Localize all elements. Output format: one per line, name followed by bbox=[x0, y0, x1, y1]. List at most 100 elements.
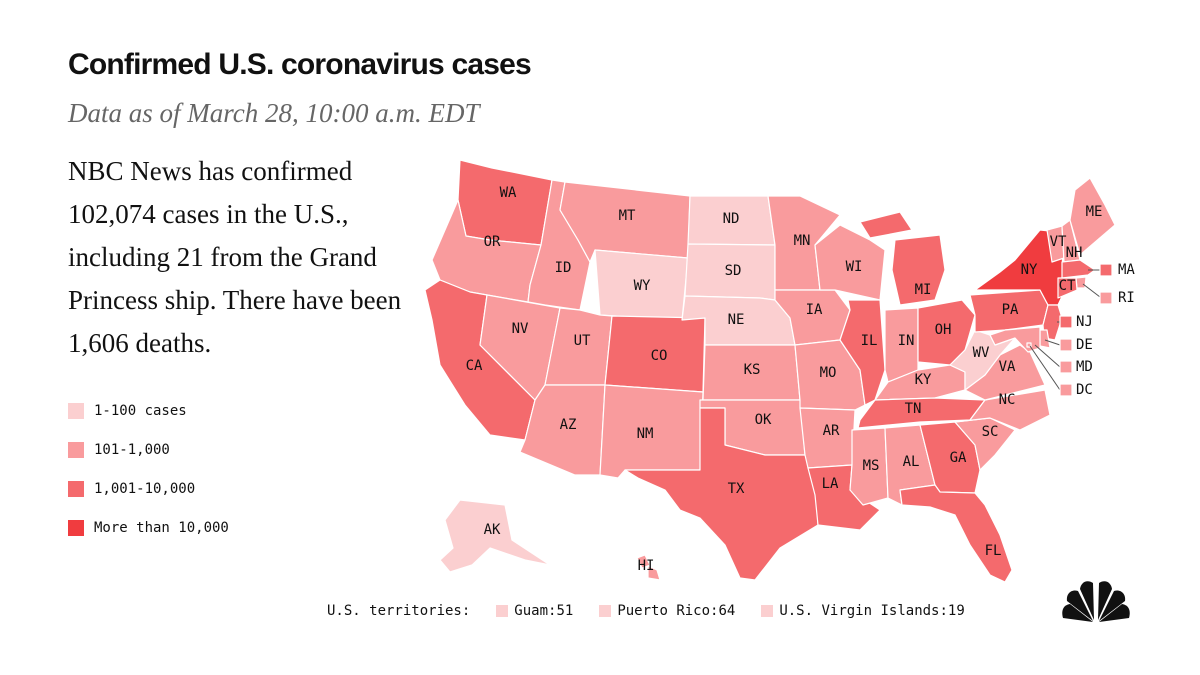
label-CO: CO bbox=[651, 348, 668, 364]
label-CT: CT bbox=[1059, 278, 1076, 294]
territory-label: Guam:51 bbox=[514, 603, 574, 619]
legend-label: More than 10,000 bbox=[94, 519, 229, 536]
territory-virgin-islands: U.S. Virgin Islands:19 bbox=[761, 603, 965, 619]
label-DE: DE bbox=[1076, 337, 1093, 353]
legend-swatch bbox=[68, 402, 84, 419]
state-FL[interactable] bbox=[899, 484, 1013, 583]
legend-label: 101-1,000 bbox=[94, 441, 170, 458]
territory-swatch bbox=[761, 605, 774, 617]
state-IL[interactable] bbox=[839, 299, 886, 406]
territories-label: U.S. territories: bbox=[327, 603, 471, 619]
state-WA[interactable] bbox=[457, 159, 553, 246]
state-CA[interactable] bbox=[424, 279, 536, 441]
legend-swatch bbox=[68, 519, 84, 536]
offmap-swatches bbox=[1059, 263, 1113, 397]
label-NH: NH bbox=[1066, 245, 1083, 261]
chart-subtitle: Data as of March 28, 10:00 a.m. EDT bbox=[68, 98, 480, 128]
territories-row: U.S. territories: Guam:51 Puerto Rico:64… bbox=[327, 603, 965, 619]
summary-text: NBC News has confirmed 102,074 cases in … bbox=[68, 156, 402, 358]
label-AZ: AZ bbox=[560, 417, 577, 433]
label-NE: NE bbox=[728, 312, 745, 328]
label-NV: NV bbox=[512, 321, 529, 337]
label-MA: MA bbox=[1118, 262, 1135, 278]
label-MO: MO bbox=[820, 365, 837, 381]
territory-swatch bbox=[496, 605, 509, 617]
label-AR: AR bbox=[823, 423, 840, 439]
swatch-NJ bbox=[1059, 315, 1073, 329]
label-HI: HI bbox=[638, 558, 655, 574]
territory-puerto-rico: Puerto Rico:64 bbox=[599, 603, 735, 619]
chart-title: Confirmed U.S. coronavirus cases bbox=[68, 48, 532, 81]
label-LA: LA bbox=[822, 476, 839, 492]
label-GA: GA bbox=[950, 450, 967, 466]
territory-label: Puerto Rico:64 bbox=[617, 603, 736, 619]
label-TX: TX bbox=[728, 481, 745, 497]
territory-label: U.S. Virgin Islands:19 bbox=[779, 603, 965, 619]
label-AL: AL bbox=[903, 454, 920, 470]
label-ND: ND bbox=[723, 211, 740, 227]
legend-item: 1-100 cases bbox=[68, 391, 229, 430]
label-WI: WI bbox=[846, 259, 863, 275]
label-OH: OH bbox=[935, 322, 952, 338]
legend-swatch bbox=[68, 480, 84, 497]
legend-label: 1,001-10,000 bbox=[94, 480, 196, 497]
label-IA: IA bbox=[806, 302, 823, 318]
label-MN: MN bbox=[794, 233, 811, 249]
state-AK[interactable] bbox=[439, 499, 551, 573]
legend-item: 101-1,000 bbox=[68, 430, 229, 469]
label-PA: PA bbox=[1002, 302, 1019, 318]
legend-label: 1-100 cases bbox=[94, 402, 187, 419]
label-SC: SC bbox=[982, 424, 999, 440]
label-NJ: NJ bbox=[1076, 314, 1093, 330]
label-IL: IL bbox=[861, 333, 878, 349]
territory-swatch bbox=[599, 605, 612, 617]
state-WI[interactable] bbox=[814, 224, 886, 301]
state-NC[interactable] bbox=[954, 389, 1051, 431]
legend-item: More than 10,000 bbox=[68, 508, 229, 547]
state-NY[interactable] bbox=[974, 229, 1066, 306]
label-ID: ID bbox=[555, 260, 572, 276]
swatch-DE bbox=[1059, 338, 1073, 352]
state-MI[interactable] bbox=[859, 211, 946, 306]
label-VT: VT bbox=[1050, 234, 1067, 250]
label-WV: WV bbox=[973, 345, 990, 361]
label-KY: KY bbox=[915, 372, 932, 388]
swatch-MD bbox=[1059, 360, 1073, 374]
label-MD: MD bbox=[1076, 359, 1093, 375]
legend-swatch bbox=[68, 441, 84, 458]
label-MI: MI bbox=[915, 282, 932, 298]
label-MS: MS bbox=[863, 458, 880, 474]
label-RI: RI bbox=[1118, 290, 1135, 306]
label-NM: NM bbox=[637, 426, 654, 442]
label-MT: MT bbox=[619, 208, 636, 224]
label-WA: WA bbox=[500, 185, 517, 201]
label-KS: KS bbox=[744, 362, 761, 378]
state-TX[interactable] bbox=[624, 407, 819, 581]
label-OK: OK bbox=[755, 412, 772, 428]
label-WY: WY bbox=[634, 278, 651, 294]
label-DC: DC bbox=[1076, 382, 1093, 398]
label-AK: AK bbox=[484, 522, 501, 538]
label-NC: NC bbox=[999, 392, 1016, 408]
state-HI[interactable] bbox=[636, 554, 661, 581]
label-ME: ME bbox=[1086, 204, 1103, 220]
territory-guam: Guam:51 bbox=[496, 603, 573, 619]
state-MA[interactable] bbox=[1061, 259, 1096, 279]
legend-item: 1,001-10,000 bbox=[68, 469, 229, 508]
label-NY: NY bbox=[1021, 262, 1038, 278]
state-CT[interactable] bbox=[1057, 277, 1078, 299]
state-WV[interactable] bbox=[949, 329, 1016, 391]
label-SD: SD bbox=[725, 263, 742, 279]
label-UT: UT bbox=[574, 333, 591, 349]
leader-lines bbox=[1029, 269, 1101, 391]
state-RI[interactable] bbox=[1075, 276, 1087, 289]
state-labels: WA OR CA NV ID MT WY UT AZ CO NM ND SD N… bbox=[466, 185, 1136, 574]
swatch-DC bbox=[1059, 383, 1073, 397]
state-ME[interactable] bbox=[1069, 177, 1116, 256]
swatch-RI bbox=[1099, 291, 1113, 305]
label-IN: IN bbox=[898, 333, 915, 349]
nbc-peacock-icon bbox=[1062, 581, 1130, 622]
legend: 1-100 cases 101-1,000 1,001-10,000 More … bbox=[68, 391, 229, 547]
swatch-MA bbox=[1099, 263, 1113, 277]
